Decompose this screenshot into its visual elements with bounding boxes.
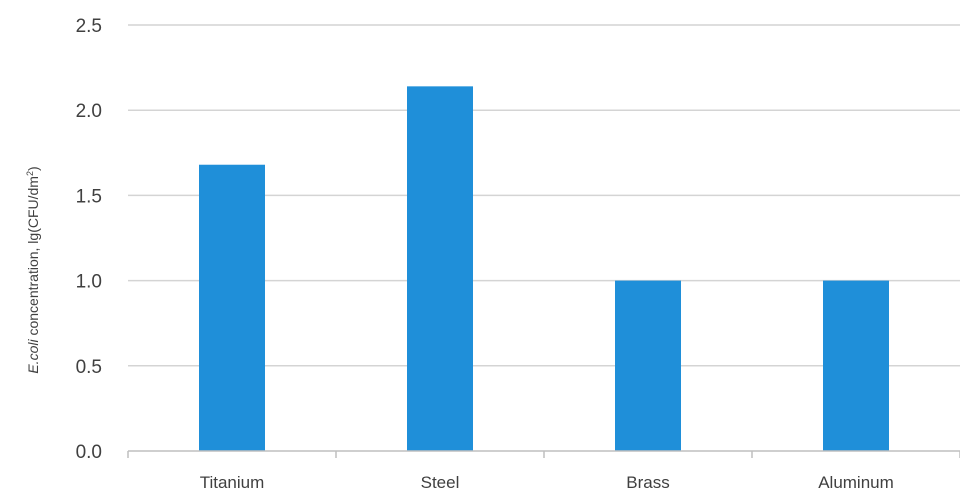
bar-steel [407,86,473,452]
bars [199,86,889,452]
y-axis-title-superscript: 2 [25,171,35,176]
y-tick-label: 0.5 [76,357,102,378]
y-axis-title: E.coli concentration, lg(CFU/dm2) [25,166,41,373]
y-tick-label: 1.5 [76,186,102,207]
x-tick-label-aluminum: Aluminum [818,473,894,492]
grid-lines [128,24,960,367]
y-tick-label: 2.5 [76,16,102,37]
y-tick-label: 2.0 [76,101,102,122]
y-axis-title-italic: E.coli [25,339,41,374]
y-axis-title-close: ) [25,166,41,171]
y-axis-title-text: concentration, lg(CFU/dm [25,176,41,339]
bar-brass [615,280,681,451]
y-tick-label: 1.0 [76,272,102,293]
bar-titanium [199,164,265,451]
x-tick-label-titanium: Titanium [200,473,265,492]
bar-aluminum [823,280,889,451]
x-axis [127,450,960,458]
y-tick-labels: 0.0 0.5 1.0 1.5 2.0 2.5 [76,16,102,463]
x-tick-labels: Titanium Steel Brass Aluminum [200,473,894,492]
x-tick-label-brass: Brass [626,473,669,492]
x-tick-label-steel: Steel [421,473,460,492]
y-tick-label: 0.0 [76,442,102,463]
